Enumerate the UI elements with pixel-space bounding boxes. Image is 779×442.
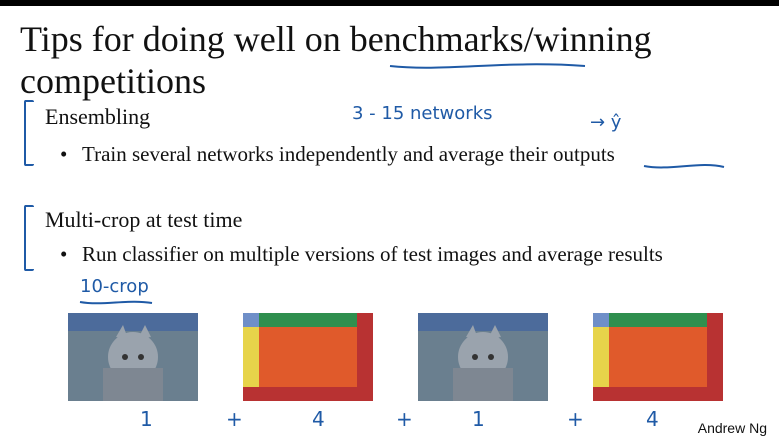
bullet-text: Train several networks independently and…: [82, 142, 615, 166]
cat-image-icon: [418, 313, 548, 401]
yhat-annotation: → ŷ: [590, 112, 622, 133]
title-underline-annotation: [389, 63, 586, 69]
crop-plus-1: +: [226, 407, 243, 431]
multicrop-bracket: [24, 205, 34, 271]
outputs-underline-annotation: [643, 164, 725, 169]
bullet-dot: •: [60, 242, 68, 266]
networks-annotation: 3 - 15 networks: [352, 103, 493, 124]
crop-count-3: 1: [472, 407, 485, 431]
slide-credit: Andrew Ng: [697, 420, 767, 436]
crop-plus-2: +: [396, 407, 413, 431]
bullet-text: Run classifier on multiple versions of t…: [82, 242, 663, 266]
crop-count-2: 4: [312, 407, 325, 431]
top-bar: [0, 0, 779, 6]
cat-image-2: [418, 313, 548, 401]
crop-plus-3: +: [567, 407, 584, 431]
cat-image-1: [68, 313, 198, 401]
crop-layout-icon: [593, 313, 723, 401]
crop-layout-2: [593, 313, 723, 401]
section-ensembling-heading: Ensembling: [45, 104, 151, 129]
section-multicrop-bullet: • Run classifier on multiple versions of …: [60, 242, 663, 267]
ten-crop-annotation: 10-crop: [80, 276, 149, 297]
crop-layout-icon: [243, 313, 373, 401]
ten-crop-underline: [79, 300, 153, 305]
crop-count-4: 4: [646, 407, 659, 431]
cat-image-icon: [68, 313, 198, 401]
slide-title: Tips for doing well on benchmarks/winnin…: [20, 19, 652, 101]
crop-count-1: 1: [140, 407, 153, 431]
crop-layout-1: [243, 313, 373, 401]
section-ensembling-bullet: • Train several networks independently an…: [60, 142, 615, 167]
section-multicrop-heading: Multi-crop at test time: [45, 207, 243, 232]
bullet-dot: •: [60, 142, 68, 166]
ensembling-bracket: [24, 100, 34, 166]
